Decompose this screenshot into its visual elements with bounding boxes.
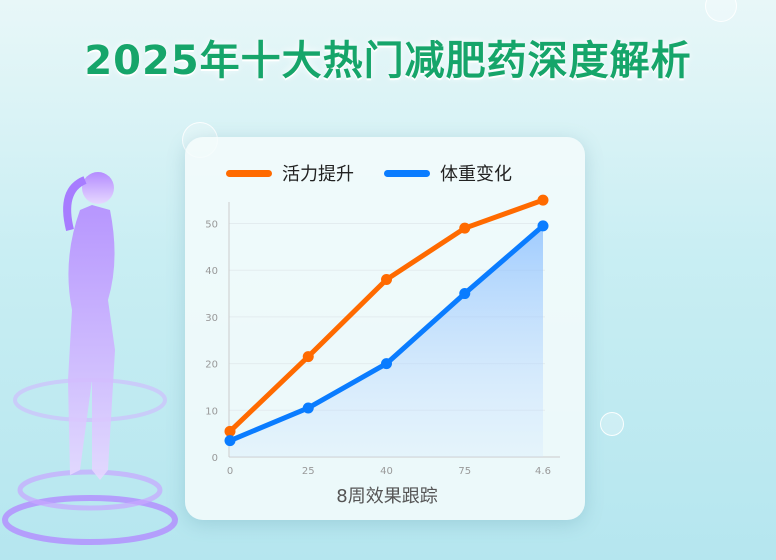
legend-label: 体重变化: [440, 164, 512, 185]
y-tick-label: 40: [205, 266, 218, 277]
y-tick-label: 0: [212, 453, 218, 464]
legend-swatch-orange: [226, 169, 272, 177]
data-point: [381, 358, 392, 370]
data-point: [459, 288, 471, 300]
data-point: [224, 425, 236, 437]
x-tick-label: 75: [458, 466, 471, 477]
page-title: 2025年十大热门减肥药深度解析: [84, 38, 692, 84]
y-tick-label: 30: [205, 313, 218, 324]
series-area-1: [230, 225, 543, 457]
woman-figure-illustration: [2, 172, 178, 545]
x-tick-label: 0: [227, 466, 233, 477]
legend-item: 活力提升: [226, 160, 354, 186]
bubble-decoration: [600, 412, 624, 436]
data-point: [381, 274, 392, 286]
y-tick-label: 20: [205, 360, 218, 371]
x-tick-label: 4.6: [535, 466, 551, 477]
x-tick-label: 25: [302, 466, 315, 477]
y-tick-label: 10: [205, 406, 218, 417]
data-point: [224, 435, 236, 447]
data-point: [302, 402, 314, 414]
data-point: [537, 194, 549, 206]
legend-swatch-blue: [384, 169, 430, 177]
legend-label: 活力提升: [282, 164, 354, 185]
x-tick-label: 40: [380, 466, 393, 477]
data-point: [537, 220, 549, 232]
y-tick-label: 50: [205, 220, 218, 231]
x-axis-label: 8周效果跟踪: [336, 486, 437, 507]
chart-legend: 活力提升 体重变化: [226, 160, 512, 186]
data-point: [302, 351, 314, 363]
data-point: [459, 222, 471, 234]
legend-item: 体重变化: [384, 160, 512, 186]
